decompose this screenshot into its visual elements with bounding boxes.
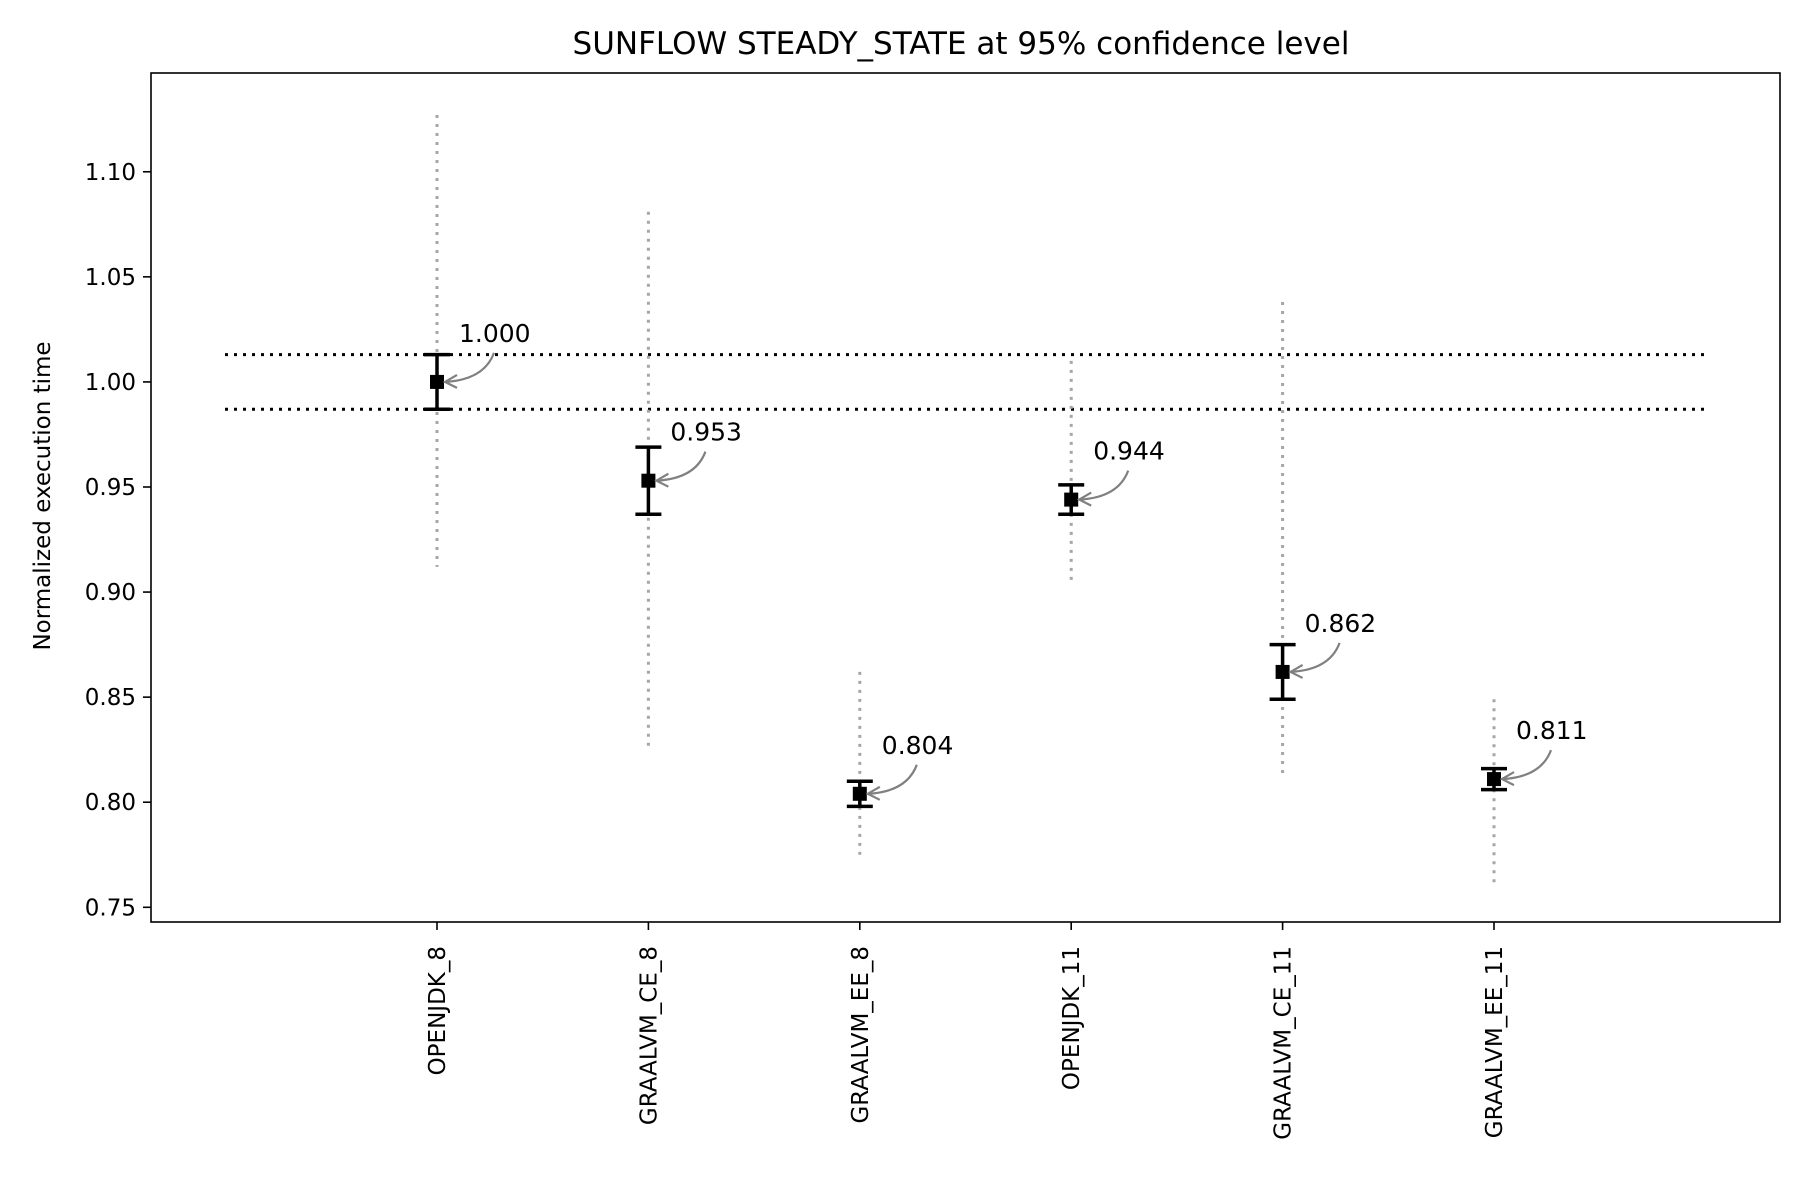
- annotation-arrow: [656, 451, 707, 482]
- x-tick-label: GRAALVM_CE_8: [636, 946, 662, 1125]
- value-label: 0.804: [882, 731, 954, 760]
- y-tick-label: 0.80: [85, 790, 136, 816]
- value-label: 1.000: [459, 319, 531, 348]
- annotation-arrowhead: [865, 785, 881, 801]
- annotation-arrowhead: [654, 472, 669, 488]
- y-tick-label: 0.75: [85, 895, 136, 921]
- value-label: 0.811: [1516, 716, 1588, 745]
- value-label: 0.944: [1093, 437, 1165, 466]
- x-tick-label: OPENJDK_11: [1059, 946, 1085, 1090]
- annotation-arrow: [1079, 470, 1130, 501]
- annotation-arrow: [1290, 642, 1341, 674]
- mean-marker: [1064, 492, 1079, 507]
- annotation-arrowhead: [442, 373, 458, 389]
- mean-marker: [641, 473, 656, 488]
- y-axis-label: Normalized execution time: [30, 341, 56, 650]
- y-tick-label: 1.10: [85, 160, 136, 186]
- x-tick-label: GRAALVM_CE_11: [1271, 946, 1297, 1140]
- mean-marker: [852, 786, 867, 801]
- annotation-arrow: [867, 764, 918, 795]
- mean-marker: [430, 374, 444, 389]
- mean-marker: [1275, 664, 1290, 679]
- y-tick-label: 1.05: [85, 265, 136, 291]
- y-tick-label: 0.85: [85, 685, 136, 711]
- value-label: 0.862: [1305, 609, 1377, 638]
- value-label: 0.953: [670, 418, 742, 447]
- y-tick-label: 1.00: [85, 370, 136, 396]
- annotation-arrow: [444, 352, 496, 384]
- plot-frame: [150, 72, 1781, 923]
- annotation-arrowhead: [1499, 771, 1515, 787]
- x-tick-label: OPENJDK_8: [425, 946, 451, 1075]
- y-tick-label: 0.95: [85, 475, 136, 501]
- annotation-arrow: [1501, 749, 1553, 781]
- y-tick-label: 0.90: [85, 580, 136, 606]
- annotation-arrowhead: [1076, 491, 1092, 507]
- chart-title: SUNFLOW STEADY_STATE at 95% confidence l…: [573, 26, 1350, 62]
- x-tick-label: GRAALVM_EE_11: [1482, 946, 1508, 1138]
- mean-marker: [1487, 772, 1501, 787]
- x-tick-label: GRAALVM_EE_8: [848, 946, 874, 1124]
- annotation-arrowhead: [1288, 663, 1304, 679]
- plot-area: 0.75 0.80 0.85 0.90 0.95 1.00 1.05 1.10 OPENJDK_…: [85, 115, 1706, 1140]
